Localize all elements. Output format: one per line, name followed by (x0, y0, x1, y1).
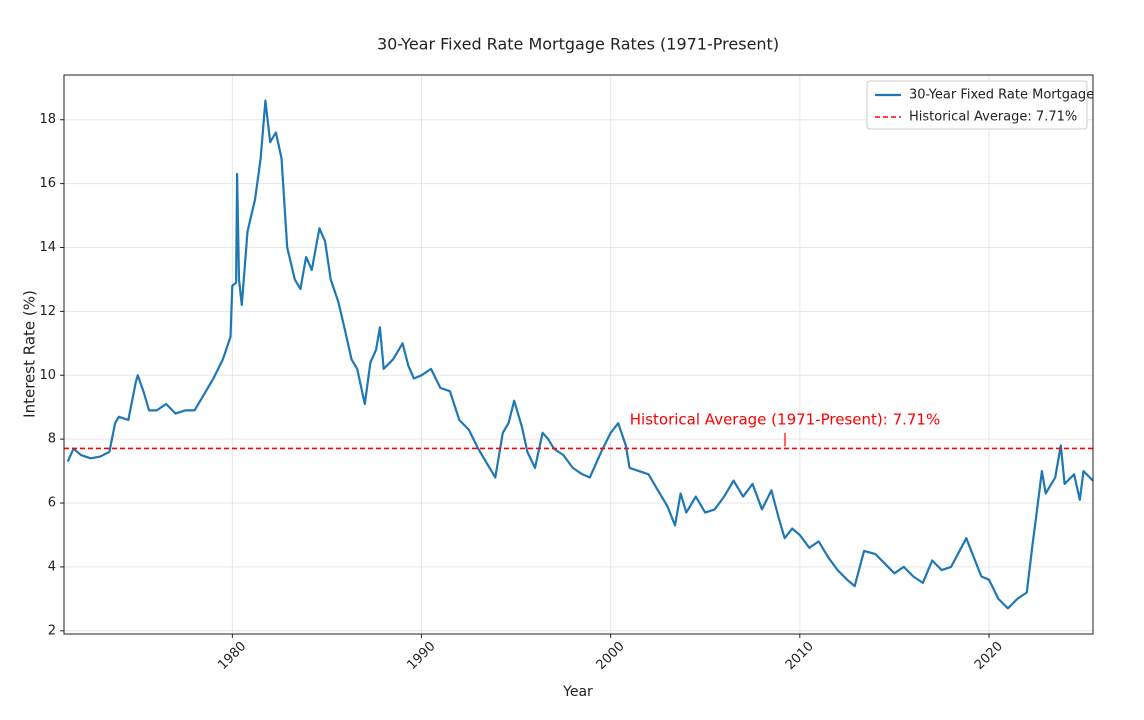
y-tick-label: 16 (39, 176, 56, 191)
x-tick-label: 2000 (594, 639, 628, 673)
x-axis-label: Year (562, 684, 593, 700)
legend-label: Historical Average: 7.71% (909, 110, 1077, 125)
y-tick-label: 14 (39, 240, 56, 255)
y-tick-label: 8 (48, 432, 56, 447)
plot-frame (63, 74, 1094, 635)
y-tick-label: 10 (39, 368, 56, 383)
x-tick-label: 2010 (783, 639, 817, 673)
y-tick-label: 4 (48, 559, 56, 574)
x-tick-label: 2020 (972, 639, 1006, 673)
y-tick-label: 2 (48, 623, 56, 638)
chart-title: 30-Year Fixed Rate Mortgage Rates (1971-… (377, 35, 779, 54)
data-line (66, 99, 1094, 610)
x-tick-label: 1990 (404, 639, 438, 673)
annotation: Historical Average (1971-Present): 7.71% (630, 411, 940, 429)
y-axis-label: Interest Rate (%) (21, 290, 39, 418)
y-tick-label: 12 (39, 304, 56, 319)
legend-label: 30-Year Fixed Rate Mortgage (909, 88, 1094, 103)
legend-box (866, 80, 1088, 130)
y-tick-label: 18 (39, 112, 56, 127)
x-tick-label: 1980 (215, 639, 249, 673)
y-tick-label: 6 (48, 496, 56, 511)
